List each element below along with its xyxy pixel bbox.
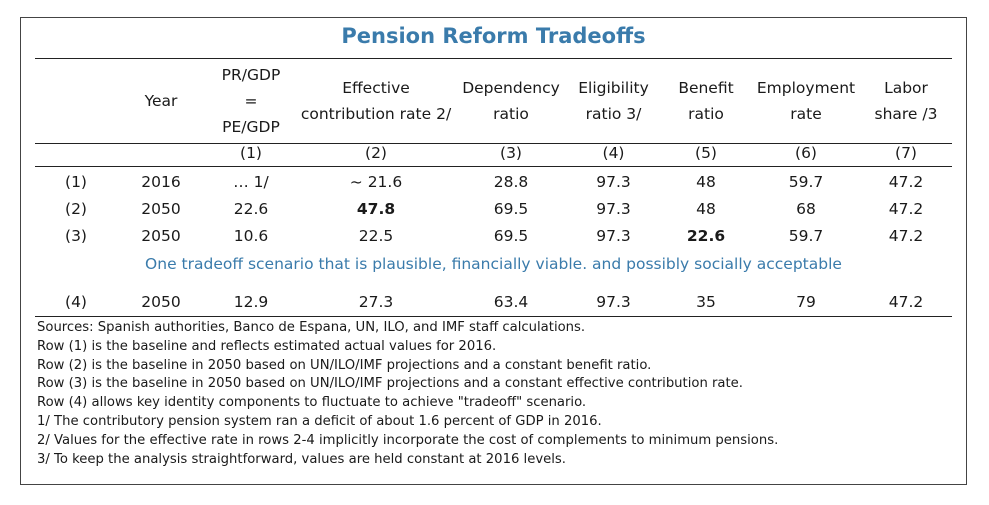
cell-dependency: 69.5: [493, 227, 529, 245]
header-col6: Employment rate: [746, 75, 866, 127]
header-col5-line2: ratio: [688, 105, 724, 123]
cell-benefit: 35: [696, 293, 716, 311]
cell-dependency: 28.8: [493, 173, 529, 191]
header-col2: Effective contribution rate 2/: [291, 75, 461, 127]
cell-labor-share: 47.2: [888, 293, 924, 311]
col-number-2: (2): [365, 144, 387, 162]
cell-labor-share: 47.2: [888, 173, 924, 191]
header-col4-line1: Eligibility: [578, 79, 649, 97]
cell-employment: 79: [796, 293, 816, 311]
col-number-7: (7): [895, 144, 917, 162]
header-col1-line1: PR/GDP: [221, 66, 281, 84]
footnote-3: 3/ To keep the analysis straightforward,…: [37, 451, 566, 467]
footnote-1: 1/ The contributory pension system ran a…: [37, 413, 602, 429]
table-frame: Pension Reform Tradeoffs Year PR/GDP = P…: [20, 17, 967, 485]
cell-pr-gdp: 10.6: [233, 227, 269, 245]
cell-employment: 59.7: [788, 173, 824, 191]
table-row: (4) 2050 12.9 27.3 63.4 97.3 35 79 47.2: [21, 289, 966, 315]
cell-dependency: 63.4: [493, 293, 529, 311]
footnotes: Sources: Spanish authorities, Banco de E…: [37, 319, 778, 469]
cell-contribution-rate: 22.5: [358, 227, 394, 245]
header-rule: [35, 143, 952, 144]
row-label: (2): [65, 200, 87, 218]
header-col1-line2: =: [244, 92, 258, 110]
footnote-row4: Row (4) allows key identity components t…: [37, 395, 587, 411]
row-label: (4): [65, 293, 87, 311]
cell-contribution-rate: ~ 21.6: [349, 173, 403, 191]
row-label: (1): [65, 173, 87, 191]
header-col5-line1: Benefit: [678, 79, 734, 97]
cell-contribution-rate: 27.3: [358, 293, 394, 311]
col-number-3: (3): [500, 144, 522, 162]
footer-rule: [35, 316, 952, 317]
header-col4-line2: ratio 3/: [585, 105, 642, 123]
header-col3-line2: ratio: [493, 105, 529, 123]
cell-dependency: 69.5: [493, 200, 529, 218]
header-col2-line2: contribution rate 2/: [300, 105, 452, 123]
header-col1-line3: PE/GDP: [222, 118, 280, 136]
table-row: (1) 2016 … 1/ ~ 21.6 28.8 97.3 48 59.7 4…: [21, 169, 966, 195]
header-col7-line1: Labor: [884, 79, 928, 97]
row-year: 2050: [141, 227, 181, 245]
col-number-4: (4): [602, 144, 625, 162]
footnote-row3: Row (3) is the baseline in 2050 based on…: [37, 376, 743, 392]
header-col6-line1: Employment: [756, 79, 856, 97]
cell-eligibility: 97.3: [596, 293, 631, 311]
cell-eligibility: 97.3: [596, 227, 631, 245]
row-label: (3): [65, 227, 87, 245]
header-year: Year: [144, 92, 178, 110]
cell-benefit: 22.6: [686, 227, 726, 245]
footnote-sources: Sources: Spanish authorities, Banco de E…: [37, 320, 586, 335]
header-col2-line1: Effective: [342, 79, 410, 97]
footnote-row1: Row (1) is the baseline and reflects est…: [37, 338, 497, 354]
footnote-2: 2/ Values for the effective rate in rows…: [37, 432, 779, 448]
table-row: (2) 2050 22.6 47.8 69.5 97.3 48 68 47.2: [21, 196, 966, 222]
cell-eligibility: 97.3: [596, 200, 631, 218]
title-rule: [35, 58, 952, 59]
row-year: 2050: [141, 293, 181, 311]
cell-pr-gdp: 12.9: [233, 293, 269, 311]
row-year: 2016: [141, 173, 181, 191]
cell-benefit: 48: [696, 173, 716, 191]
cell-pr-gdp: 22.6: [233, 200, 269, 218]
cell-employment: 68: [796, 200, 816, 218]
header-col4: Eligibility ratio 3/: [566, 75, 661, 127]
cell-pr-gdp: … 1/: [233, 173, 269, 191]
header-col7: Labor share /3: [861, 75, 951, 127]
cell-contribution-rate: 47.8: [356, 200, 396, 218]
col-number-1: (1): [240, 144, 262, 162]
cell-labor-share: 47.2: [888, 200, 924, 218]
footnote-row2: Row (2) is the baseline in 2050 based on…: [37, 357, 652, 373]
cell-benefit: 48: [696, 200, 716, 218]
header-col6-line2: rate: [790, 105, 822, 123]
cell-labor-share: 47.2: [888, 227, 924, 245]
table-title: Pension Reform Tradeoffs: [341, 24, 646, 48]
header-col1: PR/GDP = PE/GDP: [201, 62, 301, 140]
col-number-6: (6): [795, 144, 817, 162]
cell-employment: 59.7: [788, 227, 824, 245]
header-col3-line1: Dependency: [462, 79, 560, 97]
col-number-5: (5): [695, 144, 717, 162]
header-col5: Benefit ratio: [666, 75, 746, 127]
table-row: (3) 2050 10.6 22.5 69.5 97.3 22.6 59.7 4…: [21, 223, 966, 249]
header-col7-line2: share /3: [874, 105, 938, 123]
row-year: 2050: [141, 200, 181, 218]
col-number-rule: [35, 166, 952, 167]
cell-eligibility: 97.3: [596, 173, 631, 191]
header-col3: Dependency ratio: [456, 75, 566, 127]
scenario-caption: One tradeoff scenario that is plausible,…: [145, 255, 842, 273]
